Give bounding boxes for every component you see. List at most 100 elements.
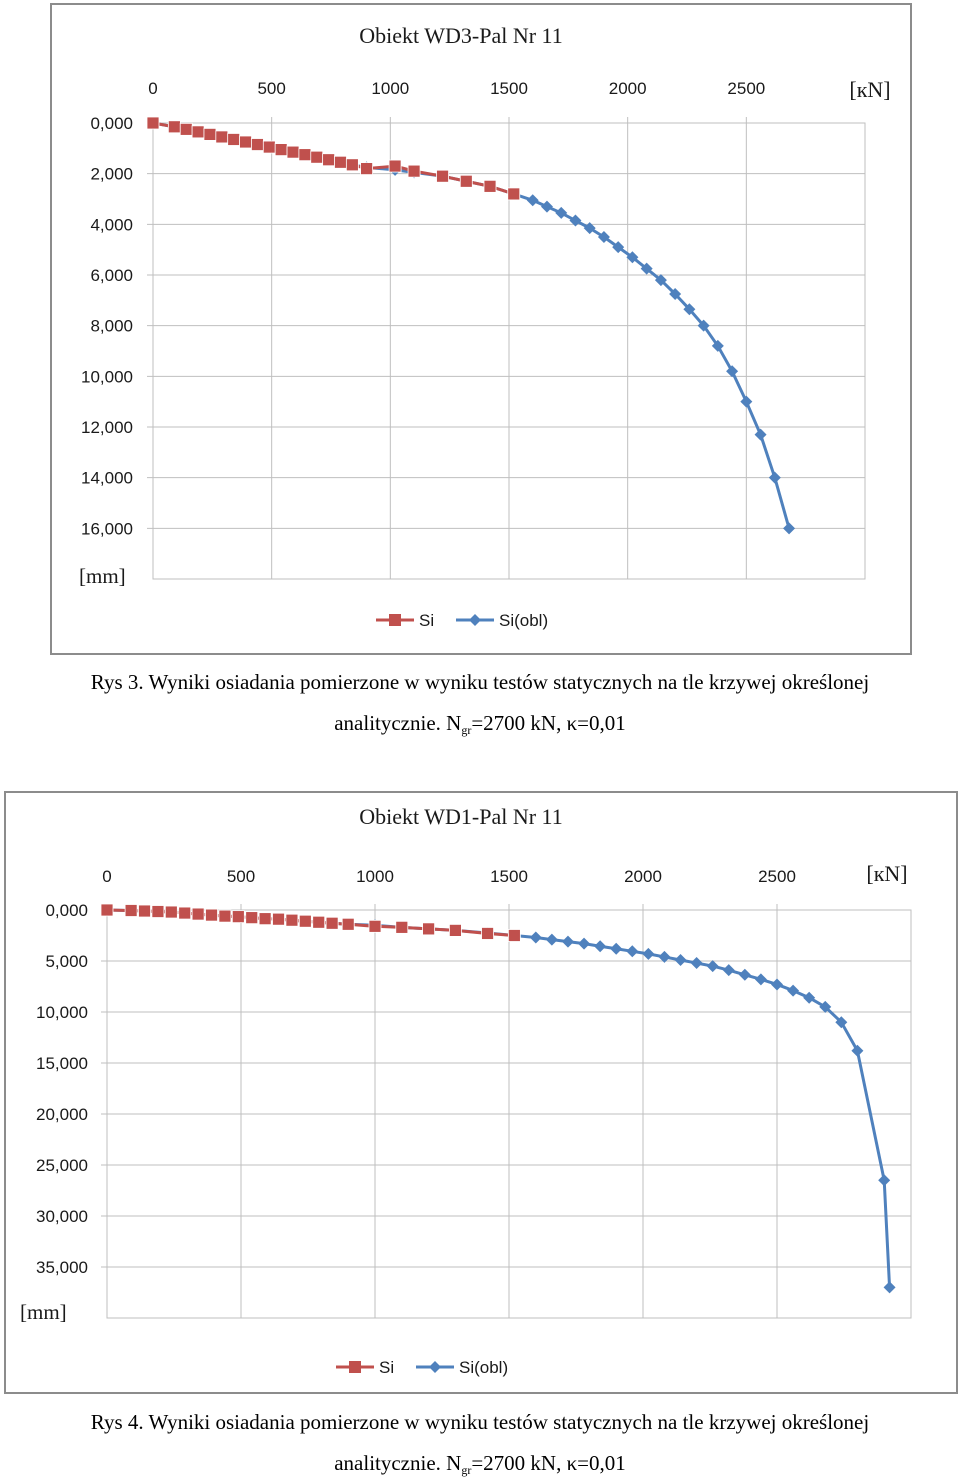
data-point-si-obl [545,933,558,946]
data-point-si [191,907,205,921]
y-tick-label: 35,000 [36,1258,88,1277]
data-point-si-obl [583,222,596,235]
chart-wd3: Obiekt WD3-Pal Nr 11 0,000 2,000 4,000 6,000… [50,3,912,655]
legend-marker-diamond [469,614,481,626]
data-point-si-obl [754,428,767,441]
data-point-si [310,150,324,164]
legend-entry: Si(obl) [499,611,548,630]
data-point-si [124,904,138,917]
data-point-si-obl [594,940,607,953]
data-point-si-obl [803,991,816,1004]
x-tick-label: 1000 [371,79,409,98]
data-point-si [191,125,205,139]
data-point-si [258,912,272,926]
data-point-si-obl [697,319,710,332]
data-point-si [239,135,252,149]
data-point-si-obl [612,241,625,254]
chart-wd1: Obiekt WD1-Pal Nr 11 0,000 5,000 10,000 15,0… [4,791,958,1394]
y-tick-label: 4,000 [90,215,133,234]
data-point-si-obl [683,303,696,316]
y-tick-label: 12,000 [81,418,133,437]
data-point-si [164,905,178,919]
figure-caption-3: Rys 3. Wyniki osiadania pomierzone w wyn… [0,669,960,743]
data-point-si-obl [771,978,783,991]
data-point-si-obl [610,942,623,955]
y-tick-label: 20,000 [36,1105,88,1124]
data-point-si [138,904,151,918]
x-tick-label: 1500 [490,867,528,886]
caption-text: analitycznie. N [334,711,462,735]
data-point-si [274,143,288,157]
y-tick-label: 10,000 [36,1003,88,1022]
x-tick-label: 500 [257,79,285,98]
legend-entry: Si [379,1358,394,1377]
caption-text: =2700 kN, κ=0,01 [471,1451,626,1475]
data-point-si [395,920,409,934]
data-point-si-obl [878,1174,891,1187]
data-point-si-obl [642,947,655,960]
x-tick-label: 2500 [727,79,765,98]
data-point-si [360,162,374,176]
data-point-si-obl [674,953,687,966]
data-point-si-obl [711,339,724,352]
data-point-si [448,923,462,937]
data-point-si-obl [658,950,671,963]
data-point-si-obl [740,395,753,408]
data-point-si [146,116,160,130]
caption-line-2: analitycznie. Ngr=2700 kN, κ=0,01 [0,1450,960,1483]
caption-text: analitycznie. N [334,1451,462,1475]
data-point-si-obl [654,274,667,287]
data-point-si-obl [561,935,574,948]
legend: Si Si(obl) [376,611,548,630]
data-point-si-obl [626,251,639,264]
y-axis-label: [mm] [79,564,126,588]
data-point-si [322,153,336,167]
x-tick-label: 2000 [609,79,647,98]
data-point-si-obl [569,214,582,227]
y-tick-label: 14,000 [81,469,133,488]
legend-entry: Si(obl) [459,1358,508,1377]
data-point-si-obl [597,231,610,243]
data-point-si [325,916,339,930]
data-point-si [203,128,217,141]
y-tick-label: 16,000 [81,519,133,538]
x-tick-label: 1000 [356,867,394,886]
caption-text: =2700 kN, κ=0,01 [471,711,626,735]
data-point-si-obl [555,206,568,219]
data-point-si-obl [526,194,539,207]
data-point-si-obl [819,1000,832,1013]
legend-marker-square [389,614,401,626]
x-tick-label: 2000 [624,867,662,886]
x-tick-label: 500 [227,867,255,886]
data-point-si [481,927,494,940]
data-point-si-obl [640,262,653,275]
data-point-si [286,145,300,159]
data-point-si [245,911,259,925]
chart-title: Obiekt WD1-Pal Nr 11 [359,804,562,829]
data-point-si [507,929,521,942]
y-tick-label: 0,000 [45,901,88,920]
data-point-si-obl [883,1281,896,1294]
data-point-si [227,133,241,146]
caption-line-1: Rys 3. Wyniki osiadania pomierzone w wyn… [90,670,870,694]
figure-caption-4: Rys 4. Wyniki osiadania pomierzone w wyn… [0,1409,960,1483]
data-point-si-obl [669,288,682,300]
legend-marker-square [349,1361,361,1373]
x-axis-label: [кN] [849,77,890,102]
y-tick-label: 0,000 [90,114,133,133]
data-point-si [298,914,312,928]
x-tick-label: 2500 [758,867,796,886]
data-point-si-obl [529,931,542,944]
data-point-si [218,909,232,923]
y-tick-label: 25,000 [36,1156,88,1175]
data-point-si-obl [754,973,767,986]
y-tick-label: 6,000 [90,266,133,285]
data-point-si-obl [835,1016,848,1029]
y-tick-label: 5,000 [45,952,88,971]
data-point-si [407,164,421,178]
data-point-si [100,903,114,917]
data-point-si [251,138,264,151]
chart-frame [4,791,958,1394]
data-point-si-obl [851,1044,864,1057]
chart-title: Obiekt WD3-Pal Nr 11 [359,23,562,48]
